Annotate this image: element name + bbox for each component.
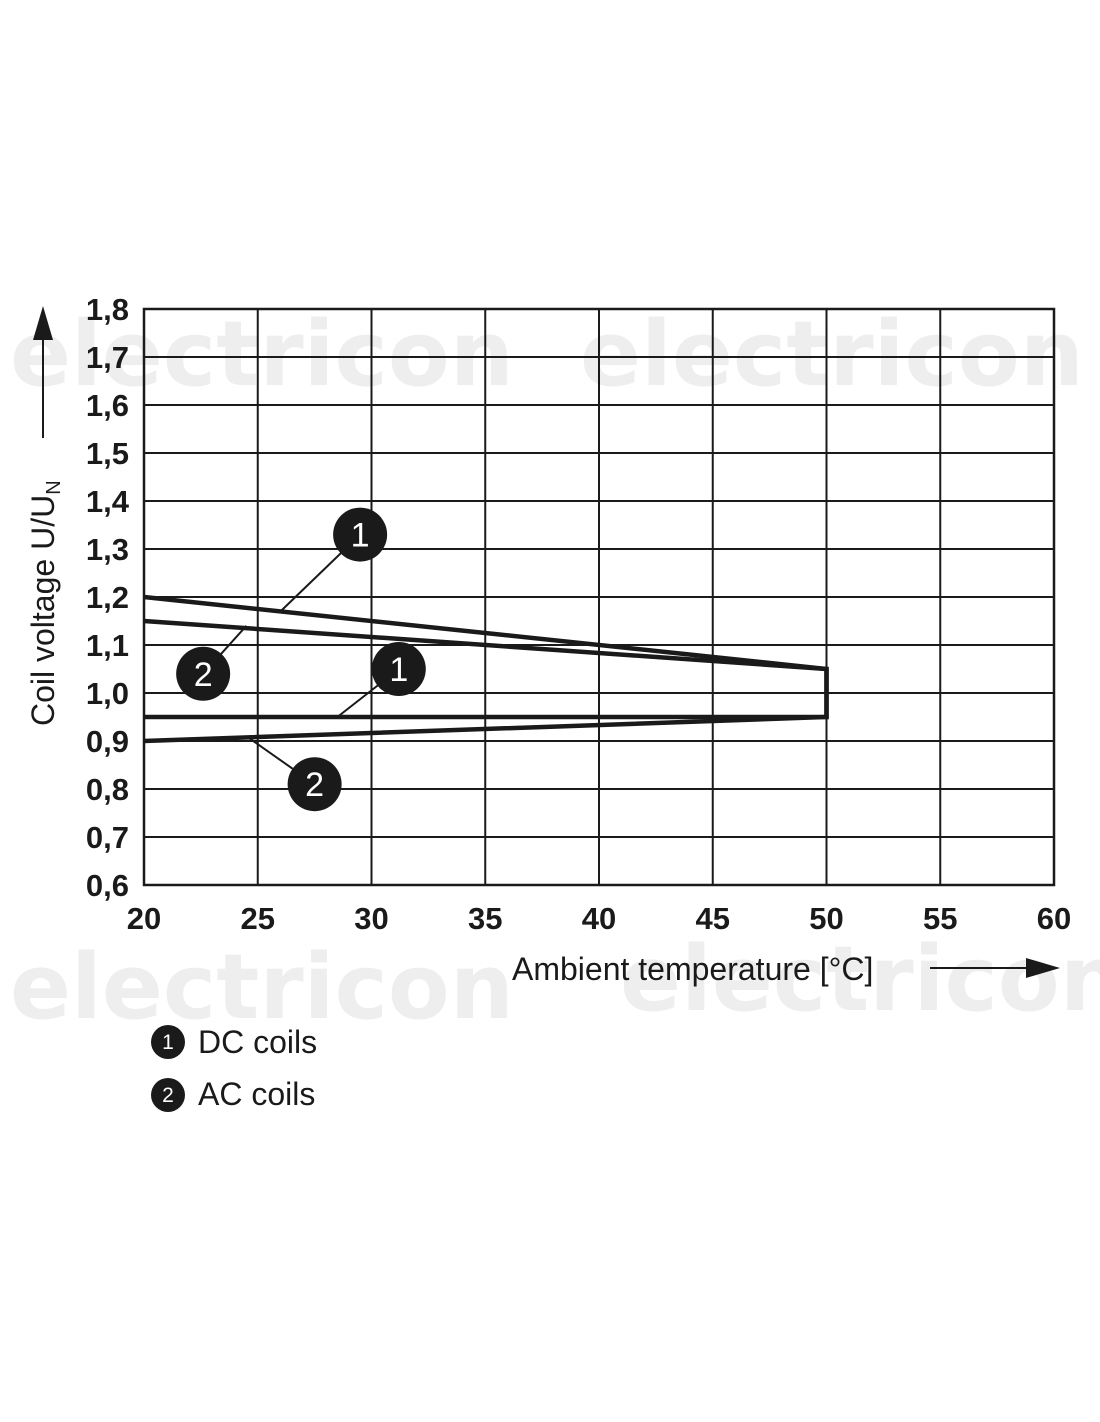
y-tick-label: 1,5 <box>86 436 129 471</box>
y-tick-label: 1,0 <box>86 676 129 711</box>
watermark-text: electricon <box>620 927 1100 1032</box>
x-tick-label: 35 <box>468 901 502 936</box>
y-tick-label: 1,2 <box>86 580 129 615</box>
x-tick-label: 60 <box>1037 901 1071 936</box>
x-axis-title: Ambient temperature [°C] <box>512 951 873 987</box>
legend-marker-label: 1 <box>162 1031 174 1054</box>
watermark-text: electricon <box>580 302 1084 407</box>
legend: 1 DC coils 2 AC coils <box>151 1024 317 1112</box>
x-tick-label: 40 <box>582 901 616 936</box>
y-tick-label: 1,6 <box>86 388 129 423</box>
axis-ticks: 20 25 30 35 40 45 50 55 60 0,6 0,7 0,8 0,9 1,0 1,1 1,2 1… <box>86 292 1071 936</box>
y-axis-title: Coil voltage U/UN <box>25 480 65 726</box>
x-axis-arrow <box>930 958 1060 978</box>
watermark-text: electricon <box>10 302 514 407</box>
plot-callouts: 1 2 1 2 <box>176 507 426 812</box>
y-tick-label: 0,7 <box>86 820 129 855</box>
callout-badge <box>333 507 388 562</box>
y-tick-label: 1,1 <box>86 628 129 663</box>
svg-text:Coil voltage U/UN: Coil voltage U/UN <box>25 480 65 726</box>
callout-number: 1 <box>351 517 370 555</box>
watermark: electricon electricon electricon electri… <box>10 302 1100 1040</box>
y-axis-arrow <box>33 306 53 438</box>
series-ac-coils <box>143 618 829 744</box>
legend-item-ac: 2 AC coils <box>151 1076 315 1112</box>
callout-badge <box>176 646 231 701</box>
y-axis-title-subscript: N <box>43 480 65 494</box>
y-tick-label: 0,6 <box>86 868 129 903</box>
callout-badge <box>371 642 426 696</box>
x-tick-label: 50 <box>809 901 843 936</box>
watermark-text: electricon <box>10 935 514 1040</box>
y-tick-label: 1,7 <box>86 340 129 375</box>
y-tick-label: 0,9 <box>86 724 129 759</box>
x-tick-label: 55 <box>923 901 957 936</box>
legend-label: DC coils <box>198 1024 317 1060</box>
legend-item-dc: 1 DC coils <box>151 1024 317 1060</box>
callout-number: 1 <box>389 651 408 689</box>
legend-marker <box>151 1025 185 1059</box>
y-tick-label: 0,8 <box>86 772 129 807</box>
y-tick-label: 1,3 <box>86 532 129 567</box>
callout-number: 2 <box>305 766 324 804</box>
plot-curves <box>143 594 829 744</box>
legend-marker-label: 2 <box>162 1084 174 1107</box>
y-axis-title-main: Coil voltage U/U <box>25 495 61 726</box>
x-tick-label: 20 <box>127 901 161 936</box>
x-tick-label: 30 <box>354 901 388 936</box>
legend-label: AC coils <box>198 1076 315 1112</box>
callout-number: 2 <box>194 656 213 694</box>
legend-marker <box>151 1078 185 1112</box>
x-tick-label: 25 <box>241 901 275 936</box>
y-tick-label: 1,4 <box>86 484 130 519</box>
x-tick-label: 45 <box>696 901 730 936</box>
callout-badge <box>287 757 342 812</box>
y-tick-label: 1,8 <box>86 292 129 327</box>
